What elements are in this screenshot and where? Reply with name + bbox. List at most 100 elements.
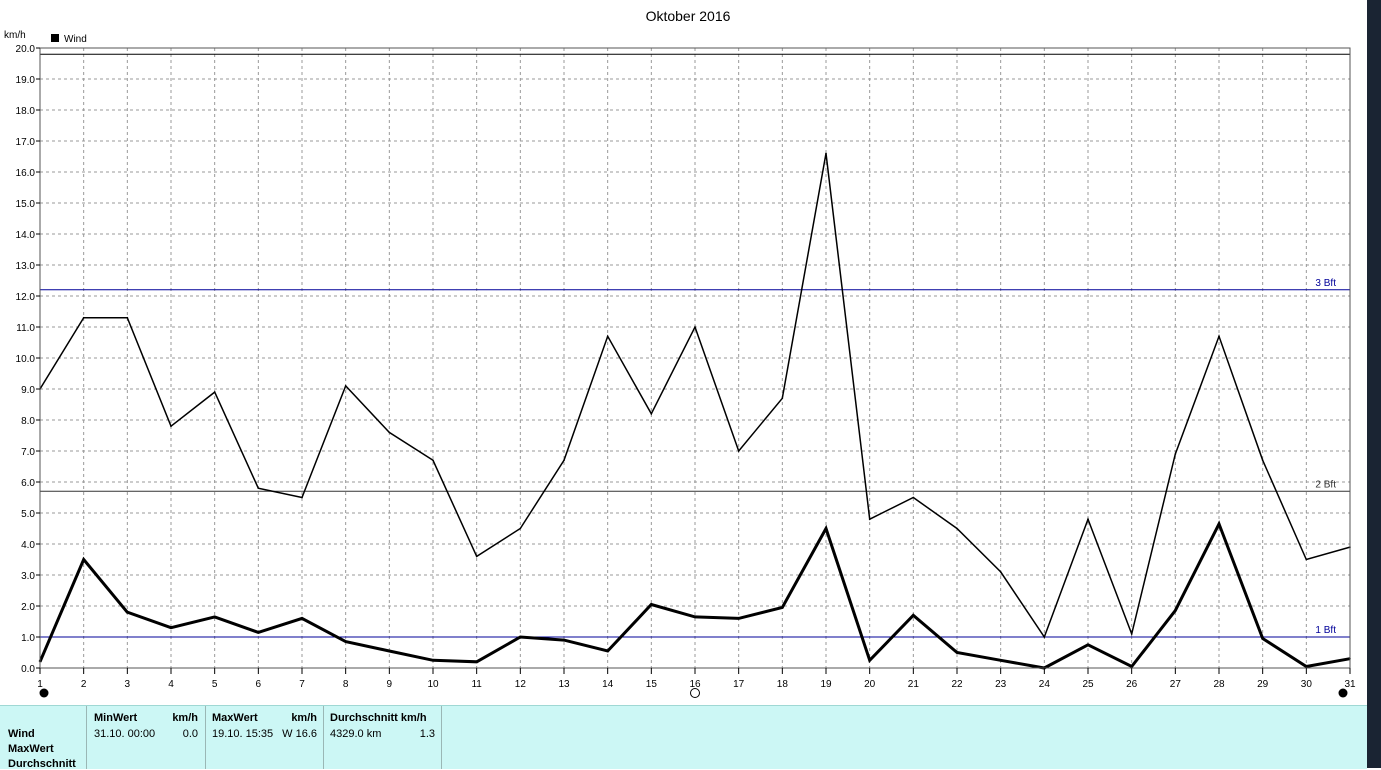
data-point (825, 527, 827, 530)
x-tick-label: 6 (256, 679, 262, 690)
min-column: MinWert km/h 31.10. 00:00 0.0 (87, 706, 205, 769)
y-tick-label: 14.0 (16, 230, 36, 241)
data-point (432, 459, 434, 462)
max-column: MaxWert km/h 19.10. 15:35 W 16.6 (206, 706, 323, 769)
y-tick-label: 2.0 (21, 602, 35, 613)
data-point (519, 527, 522, 530)
data-point (912, 614, 915, 617)
data-point (475, 661, 478, 663)
data-point (519, 636, 522, 638)
y-tick-label: 5.0 (21, 509, 35, 520)
x-tick-label: 10 (427, 679, 439, 690)
row-labels-column: Wind MaxWert Durchschnitt (0, 706, 86, 770)
x-tick-label: 5 (212, 679, 218, 690)
column-separator (205, 706, 206, 769)
data-point (1174, 609, 1177, 612)
y-tick-label: 15.0 (16, 199, 36, 210)
data-point (606, 650, 609, 652)
x-tick-label: 26 (1126, 679, 1138, 690)
data-point (301, 617, 303, 620)
data-point (475, 555, 478, 558)
x-tick-label: 1 (37, 679, 43, 690)
y-tick-label: 6.0 (21, 478, 35, 489)
x-tick-label: 18 (777, 679, 789, 690)
data-point (388, 650, 391, 652)
y-tick-label: 17.0 (16, 137, 36, 148)
legend-swatch (51, 34, 59, 42)
y-tick-label: 7.0 (21, 447, 35, 458)
max-unit: km/h (291, 712, 317, 724)
y-tick-label: 8.0 (21, 416, 35, 427)
data-point (1305, 665, 1308, 668)
x-tick-label: 23 (995, 679, 1007, 690)
avg-distance: 4329.0 km (330, 728, 382, 740)
reference-line-label: 3 Bft (1315, 278, 1336, 289)
y-tick-label: 13.0 (16, 261, 36, 272)
data-point (737, 617, 740, 620)
data-point (213, 616, 216, 618)
data-point (1087, 643, 1089, 646)
y-axis-ticks: 0.0 1.0 2.0 3.0 4.0 5.0 6.0 7.0 8.0 9.0 10.0 11.0 12… (16, 44, 40, 675)
data-point (1261, 637, 1264, 640)
x-tick-label: 4 (168, 679, 174, 690)
x-tick-label: 16 (689, 679, 701, 690)
data-point (868, 518, 871, 520)
data-point (606, 335, 609, 338)
data-point (344, 640, 347, 643)
y-axis-unit-label: km/h (4, 30, 26, 41)
x-tick-label: 11 (471, 679, 482, 690)
data-point (563, 639, 565, 641)
data-point (912, 496, 915, 499)
x-tick-label: 8 (343, 679, 349, 690)
min-header: MinWert (94, 712, 138, 724)
data-point (1130, 665, 1133, 668)
x-tick-label: 19 (820, 679, 832, 690)
moon-phase-markers (39, 688, 1348, 698)
x-tick-label: 12 (515, 679, 527, 690)
x-tick-label: 7 (299, 679, 305, 690)
data-point (170, 626, 172, 629)
reference-line-label: 1 Bft (1315, 625, 1336, 636)
avg-column: Durchschnitt km/h 4329.0 km 1.3 (324, 706, 441, 769)
row-label-wind: Wind (8, 728, 35, 740)
data-point (213, 391, 216, 393)
data-point (432, 659, 434, 662)
x-axis-ticks: 1 2 3 4 5 6 7 8 9 10 11 12 13 14 15 16 17 18 19 20 21 22 23 24 2… (37, 668, 1356, 690)
min-value: 0.0 (182, 728, 198, 740)
y-tick-label: 20.0 (16, 44, 36, 55)
y-tick-label: 12.0 (16, 292, 36, 303)
x-tick-label: 14 (602, 679, 614, 690)
x-tick-label: 2 (81, 679, 87, 690)
data-point (694, 616, 696, 618)
legend-label: Wind (64, 34, 87, 45)
x-tick-label: 29 (1257, 679, 1269, 690)
x-tick-label: 3 (125, 679, 131, 690)
max-header: MaxWert (212, 712, 258, 724)
x-tick-label: 27 (1170, 679, 1182, 690)
x-tick-label: 25 (1082, 679, 1094, 690)
data-point (82, 558, 85, 561)
new-moon-icon (39, 688, 49, 698)
y-tick-label: 3.0 (21, 571, 35, 582)
data-point (563, 459, 565, 462)
data-point (1218, 335, 1220, 338)
data-point (388, 431, 391, 434)
x-tick-label: 22 (951, 679, 963, 690)
data-point (1218, 523, 1220, 525)
y-tick-label: 9.0 (21, 385, 35, 396)
max-value: W 16.6 (282, 728, 317, 740)
x-tick-label: 21 (908, 679, 920, 690)
row-label-maxwert: MaxWert (8, 743, 54, 755)
row-label-durchschnitt: Durchschnitt (8, 758, 76, 770)
new-moon-icon (1338, 688, 1348, 698)
data-point (257, 487, 260, 490)
data-point (1043, 636, 1046, 638)
y-tick-label: 10.0 (16, 354, 36, 365)
max-date: 19.10. 15:35 (212, 728, 274, 740)
data-point (1130, 633, 1133, 635)
column-separator (441, 706, 442, 769)
data-point (650, 413, 653, 415)
x-tick-label: 13 (558, 679, 570, 690)
data-point (344, 385, 347, 387)
data-point (1305, 558, 1308, 561)
